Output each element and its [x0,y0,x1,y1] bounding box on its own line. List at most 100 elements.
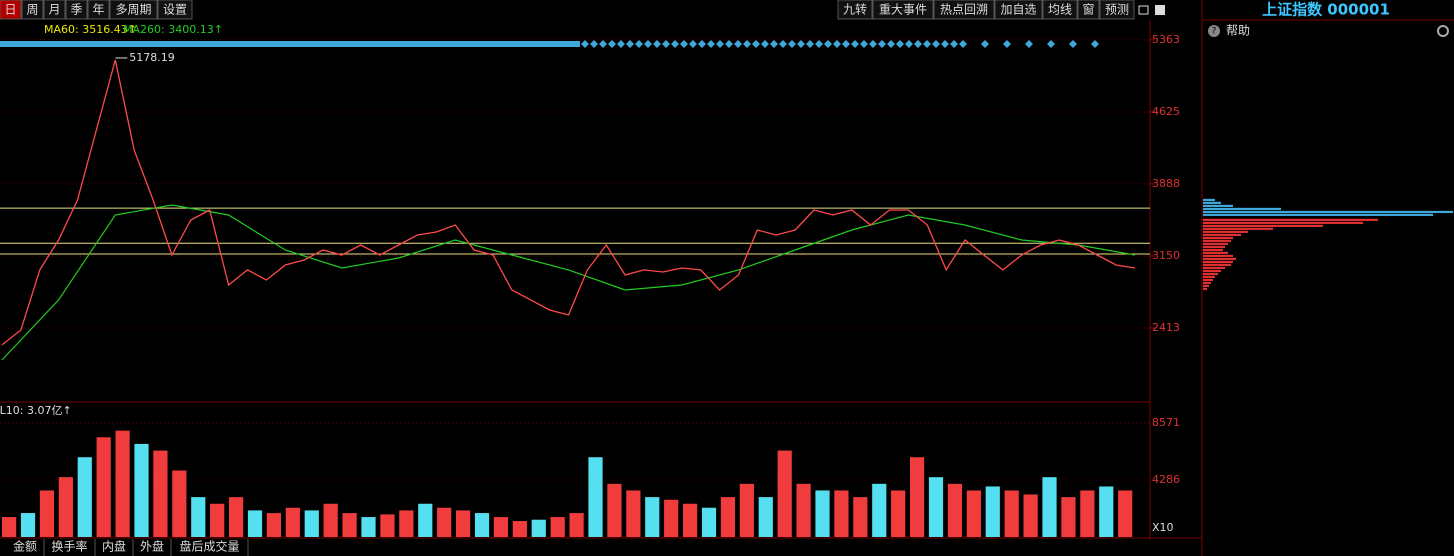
volume-bar [815,490,830,537]
panel-title: 上证指数 000001 [1262,1,1390,19]
signal-diamond [815,40,823,48]
volume-bar [2,517,17,537]
volume-bar [39,490,55,537]
signal-diamond [905,40,913,48]
profile-bar [1203,233,1241,236]
y-tick-label: 8571 [1152,416,1180,429]
volume-bar [153,450,168,537]
profile-bar [1203,248,1223,252]
profile-bar [1203,198,1215,202]
signal-diamond [662,40,670,48]
toolbar-button[interactable]: 九转 [843,2,867,17]
toolbar-button[interactable]: 周 [26,3,38,17]
signal-diamond [617,40,625,48]
help-label[interactable]: 帮助 [1226,24,1250,38]
signal-diamond [869,40,877,48]
y-tick-label: 4286 [1152,473,1180,486]
signal-diamond [932,40,940,48]
help-icon[interactable] [1208,25,1220,37]
toolbar-button[interactable]: 设置 [163,3,187,17]
toolbar-button-bg[interactable] [1099,0,1135,20]
volume-bar [891,490,906,537]
toolbar-button[interactable]: 月 [48,3,60,17]
toolbar-button-bg[interactable] [157,0,193,20]
volume-bar [701,507,717,537]
profile-bar [1203,242,1228,245]
toolbar-button[interactable]: 日 [4,3,16,17]
volume-bar [966,490,981,537]
volume-bar [77,457,92,537]
toolbar-button-bg[interactable] [1077,0,1100,20]
signal-diamond [914,40,922,48]
bottom-tab[interactable]: 外盘 [140,539,164,554]
volume-bar [1080,490,1095,537]
profile-bar [1203,221,1363,224]
signal-diamond [680,40,688,48]
signal-diamond [599,40,607,48]
signal-diamond [671,40,679,48]
signal-diamond [896,40,904,48]
toolbar-button-bg[interactable] [0,0,22,20]
bottom-tab[interactable]: 换手率 [51,539,87,554]
toolbar-button[interactable]: 季 [70,3,82,17]
volume-bar [569,513,584,537]
profile-bar [1203,266,1225,269]
price-line [1,59,1136,346]
volume-bar [437,507,452,537]
signal-diamond [716,40,724,48]
price-line [1,204,1136,361]
signal-diamond [608,40,616,48]
volume-bar [474,513,490,537]
bottom-tab[interactable]: 金额 [13,539,37,554]
toolbar-button[interactable]: 重大事件 [879,3,927,17]
toolbar-button[interactable]: 多周期 [115,3,151,17]
toolbar-button[interactable]: 年 [92,3,104,17]
signal-diamond [698,40,706,48]
toolbar-button[interactable]: 均线 [1048,3,1072,17]
bottom-tab[interactable]: 内盘 [102,539,126,554]
toolbar-button[interactable]: 预测 [1105,3,1129,17]
signal-diamond [833,40,841,48]
toolbar-button[interactable]: 加自选 [1000,3,1036,17]
profile-bar [1203,272,1218,276]
toolbar-button-bg[interactable] [21,0,44,20]
toolbar-button-bg[interactable] [1042,0,1078,20]
toolbar-button[interactable]: 窗 [1082,3,1094,17]
lock-icon[interactable] [1138,5,1149,15]
toolbar-button-bg[interactable] [43,0,66,20]
volume-bar [796,483,811,537]
volume-bar [172,470,187,537]
volume-bar [910,457,925,537]
signal-diamond [635,40,643,48]
toolbar-button[interactable]: 热点回溯 [940,2,988,17]
signal-diamond [734,40,742,48]
volume-bar [342,513,357,537]
toolbar-button-bg[interactable] [872,0,934,20]
signal-diamond [923,40,931,48]
volume-bar [645,497,660,537]
volume-bar [947,483,963,537]
toolbar-button-bg[interactable] [837,0,873,20]
profile-bar [1203,213,1433,216]
volume-bar [191,497,206,537]
profile-bar [1203,204,1233,207]
settings-icon[interactable] [1437,25,1449,37]
bottom-tab[interactable]: 盘后成交量 [179,539,239,554]
profile-bar [1203,287,1207,290]
signal-diamond [1091,40,1099,48]
toolbar-button-bg[interactable] [994,0,1043,20]
toolbar-button-bg[interactable] [933,0,995,20]
y-tick-label: 2413 [1152,321,1180,334]
volume-bar [1042,477,1057,537]
volume-label: OL10: 3.07亿↑ [0,404,72,417]
toolbar-button-bg[interactable] [109,0,158,20]
speaker-icon[interactable] [1155,5,1165,15]
profile-bar [1203,227,1273,230]
toolbar-button-bg[interactable] [87,0,110,20]
signal-diamond [981,40,989,48]
volume-bar [96,437,111,537]
volume-bar [1004,490,1019,537]
profile-bar [1203,236,1233,240]
toolbar-button-bg[interactable] [65,0,88,20]
